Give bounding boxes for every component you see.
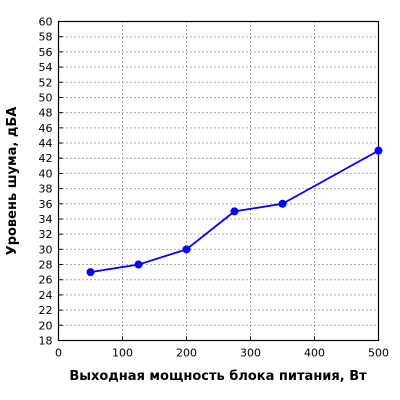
series-lines (90, 149, 379, 274)
grid (58, 21, 379, 341)
data-point (278, 199, 287, 208)
y-tick-label: 32 (39, 228, 53, 241)
y-tick-label: 28 (39, 259, 53, 272)
y-tick-label: 36 (39, 198, 53, 211)
y-tick-label: 54 (39, 61, 53, 74)
data-point (134, 260, 143, 269)
y-tick-label: 24 (39, 289, 53, 302)
x-tick-label: 400 (304, 347, 325, 360)
series-points (86, 146, 383, 277)
y-tick-labels: 18 20 22 24 26 28 30 32 34 36 38 40 42 44 46 48 50 52 54 56… (39, 16, 53, 348)
plot-frame (57, 20, 380, 342)
x-tick-label: 300 (240, 347, 261, 360)
x-tick-label: 100 (112, 347, 133, 360)
data-point (182, 245, 191, 254)
y-tick-label: 42 (39, 152, 53, 165)
y-tick-label: 48 (39, 107, 53, 120)
y-tick-label: 58 (39, 31, 53, 44)
x-tick-label: 200 (176, 347, 197, 360)
axis-ticks (58, 21, 379, 341)
x-tick-label: 0 (55, 347, 62, 360)
y-tick-label: 30 (39, 243, 53, 256)
y-tick-label: 50 (39, 91, 53, 104)
y-tick-label: 26 (39, 274, 53, 287)
y-tick-label: 18 (39, 335, 53, 348)
y-tick-label: 56 (39, 46, 53, 59)
y-tick-label: 46 (39, 122, 53, 135)
x-axis-label: Выходная мощность блока питания, Вт (69, 369, 367, 384)
y-axis-label: Уровень шума, дБА (5, 107, 20, 256)
data-point (86, 268, 95, 277)
y-tick-label: 40 (39, 167, 53, 180)
x-tick-label: 500 (368, 347, 389, 360)
y-tick-label: 38 (39, 183, 53, 196)
series-line (90, 149, 379, 274)
y-tick-label: 44 (39, 137, 53, 150)
y-tick-label: 20 (39, 319, 53, 332)
y-tick-label: 52 (39, 76, 53, 89)
data-point (230, 207, 239, 216)
y-tick-label: 34 (39, 213, 53, 226)
y-tick-label: 60 (39, 16, 53, 29)
y-tick-label: 22 (39, 304, 53, 317)
x-tick-labels: 0 100 200 300 400 500 (55, 347, 389, 360)
data-point (374, 146, 383, 155)
